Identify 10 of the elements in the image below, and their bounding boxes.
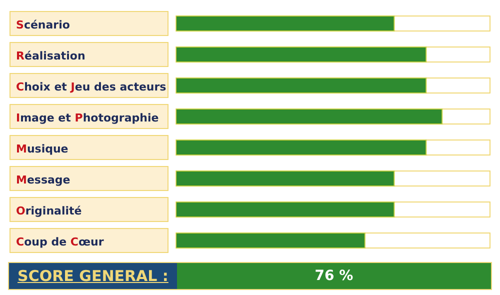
y-tick-label: Réalisation [16,50,86,62]
text: 76 % [177,263,491,289]
y-tick-label: Image et Photographie [16,112,159,124]
y-tick-label: Musique [16,142,68,156]
y-tick-label: Message [16,174,70,186]
y-tick-label: Originalité [16,204,82,218]
y-tick-label: Scénario [16,18,70,32]
text: SCORE GENERAL : [9,263,177,289]
category-label: Choix et Jeu des acteurs [16,80,166,94]
y-tick-label: Coup de Cœur [16,236,104,248]
